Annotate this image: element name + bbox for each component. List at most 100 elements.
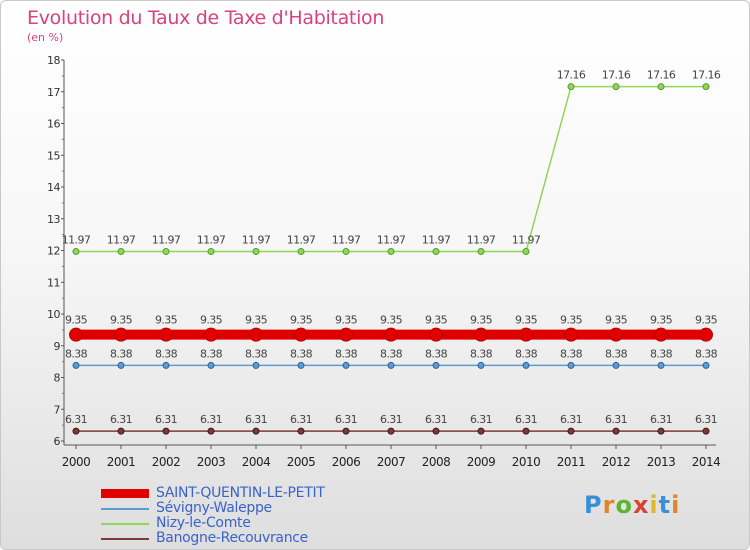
data-label: 8.38 — [650, 347, 673, 360]
data-label: 6.31 — [560, 413, 582, 426]
legend-swatch — [101, 522, 149, 525]
data-label: 6.31 — [110, 413, 132, 426]
data-point — [657, 427, 665, 435]
data-label: 6.31 — [245, 413, 267, 426]
data-point — [342, 427, 350, 435]
chart-unit: (en %) — [27, 31, 64, 44]
data-label: 9.35 — [470, 314, 493, 327]
data-point — [522, 247, 530, 255]
legend-swatch — [101, 537, 149, 540]
data-point — [702, 427, 710, 435]
data-point — [342, 247, 350, 255]
data-label: 6.31 — [605, 413, 627, 426]
data-label: 11.97 — [512, 233, 541, 246]
x-tick-label: 2014 — [692, 455, 721, 469]
data-label: 9.35 — [380, 314, 403, 327]
data-label: 9.35 — [65, 314, 88, 327]
data-label: 9.35 — [605, 314, 628, 327]
data-point — [117, 427, 125, 435]
data-point — [207, 361, 215, 369]
data-point — [387, 427, 395, 435]
data-label: 11.97 — [467, 233, 496, 246]
y-tick-label: 17 — [47, 86, 60, 99]
data-label: 6.31 — [290, 413, 312, 426]
data-label: 17.16 — [647, 69, 676, 82]
data-label: 6.31 — [650, 413, 672, 426]
data-label: 8.38 — [560, 347, 583, 360]
data-label: 6.31 — [155, 413, 177, 426]
data-point — [162, 427, 170, 435]
data-label: 6.31 — [695, 413, 717, 426]
data-point — [522, 361, 530, 369]
data-point — [204, 327, 218, 342]
proxiti-logo: Proxiti — [584, 491, 681, 519]
x-tick-label: 2002 — [152, 455, 181, 469]
data-label: 11.97 — [377, 233, 406, 246]
data-label: 8.38 — [695, 347, 718, 360]
data-point — [477, 247, 485, 255]
data-label: 9.35 — [515, 314, 538, 327]
data-point — [657, 361, 665, 369]
legend-swatch — [101, 507, 149, 510]
x-tick-label: 2012 — [602, 455, 631, 469]
data-label: 9.35 — [290, 314, 313, 327]
data-label: 17.16 — [602, 69, 631, 82]
data-point — [567, 83, 575, 91]
data-point — [699, 327, 713, 342]
data-label: 9.35 — [155, 314, 178, 327]
y-tick-label: 14 — [47, 181, 60, 194]
x-tick-label: 2003 — [197, 455, 226, 469]
x-tick-label: 2009 — [467, 455, 496, 469]
y-tick-label: 15 — [47, 149, 60, 162]
data-label: 17.16 — [692, 69, 721, 82]
data-point — [432, 247, 440, 255]
legend-label: Banogne-Recouvrance — [156, 530, 308, 546]
data-point — [612, 361, 620, 369]
x-tick-label: 2004 — [242, 455, 271, 469]
data-label: 8.38 — [65, 347, 88, 360]
legend-label: Nizy-le-Comte — [156, 515, 251, 531]
data-label: 8.38 — [470, 347, 493, 360]
y-tick-label: 11 — [47, 276, 60, 289]
data-label: 11.97 — [422, 233, 451, 246]
x-tick-label: 2006 — [332, 455, 361, 469]
legend-item: Sévigny-Waleppe — [101, 501, 325, 516]
data-label: 11.97 — [107, 233, 136, 246]
data-label: 9.35 — [695, 314, 718, 327]
y-tick-label: 18 — [47, 54, 60, 67]
data-label: 8.38 — [245, 347, 268, 360]
data-point — [114, 327, 128, 342]
data-label: 6.31 — [380, 413, 402, 426]
data-label: 8.38 — [380, 347, 403, 360]
data-point — [567, 361, 575, 369]
data-label: 6.31 — [515, 413, 537, 426]
data-point — [564, 327, 578, 342]
data-label: 11.97 — [242, 233, 271, 246]
data-label: 11.97 — [287, 233, 316, 246]
data-point — [159, 327, 173, 342]
data-label: 17.16 — [557, 69, 586, 82]
data-point — [297, 427, 305, 435]
data-point — [69, 327, 83, 342]
legend-item: SAINT-QUENTIN-LE-PETIT — [101, 486, 325, 501]
data-point — [117, 361, 125, 369]
x-tick-label: 2001 — [107, 455, 136, 469]
data-point — [387, 361, 395, 369]
data-label: 9.35 — [200, 314, 223, 327]
data-point — [519, 327, 533, 342]
y-tick-label: 8 — [54, 372, 61, 385]
data-label: 11.97 — [152, 233, 181, 246]
data-label: 6.31 — [425, 413, 447, 426]
legend-item: Banogne-Recouvrance — [101, 531, 325, 546]
data-label: 9.35 — [560, 314, 583, 327]
x-tick-label: 2011 — [557, 455, 586, 469]
y-tick-label: 6 — [54, 435, 61, 448]
data-point — [162, 247, 170, 255]
data-point — [522, 427, 530, 435]
data-point — [72, 361, 80, 369]
legend-swatch — [101, 489, 149, 498]
chart-title: Evolution du Taux de Taxe d'Habitation — [27, 7, 385, 29]
data-point — [249, 327, 263, 342]
